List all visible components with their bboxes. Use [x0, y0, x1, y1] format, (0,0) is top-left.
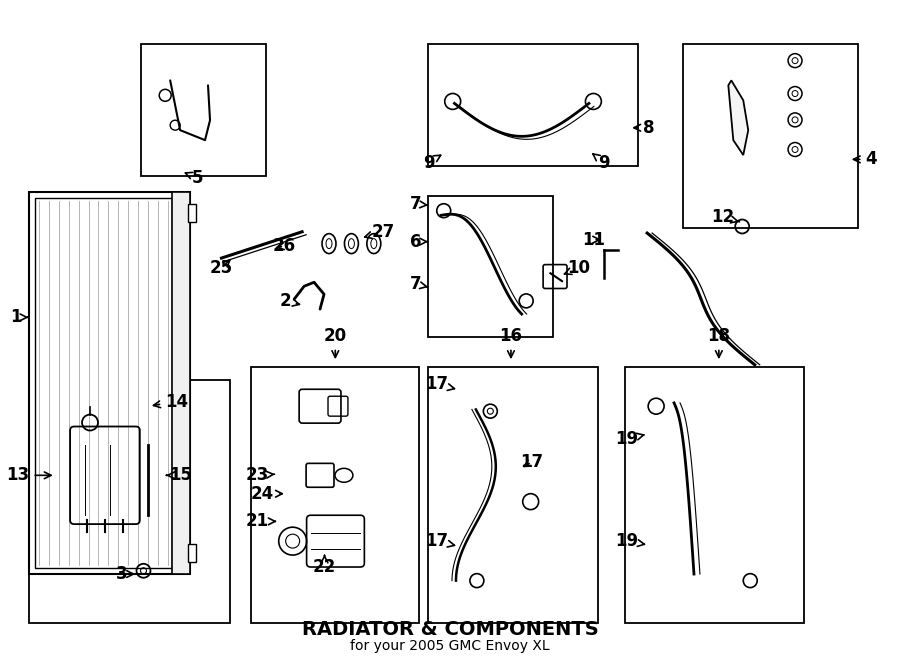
Text: 10: 10 [564, 259, 590, 277]
Bar [428, 44, 638, 166]
Text: 3: 3 [116, 565, 134, 583]
Text: 14: 14 [153, 393, 188, 410]
Text: 13: 13 [6, 466, 51, 485]
Polygon shape [728, 81, 748, 155]
Text: 6: 6 [410, 233, 428, 251]
Bar [29, 192, 190, 574]
Text: 19: 19 [615, 430, 644, 448]
Bar [29, 380, 230, 623]
Text: 17: 17 [425, 375, 454, 393]
Text: 20: 20 [324, 327, 346, 358]
Text: 19: 19 [615, 532, 644, 550]
Text: 7: 7 [410, 276, 428, 293]
Text: 25: 25 [210, 259, 233, 277]
Text: 16: 16 [500, 327, 522, 358]
Text: 24: 24 [251, 485, 283, 503]
Bar [625, 367, 804, 623]
Bar [428, 196, 554, 337]
Text: 17: 17 [520, 453, 543, 471]
Bar [428, 367, 598, 623]
Text: 12: 12 [711, 208, 740, 226]
Text: 15: 15 [166, 466, 193, 485]
Text: 17: 17 [425, 532, 454, 550]
Text: for your 2005 GMC Envoy XL: for your 2005 GMC Envoy XL [350, 639, 550, 654]
Bar [188, 204, 196, 222]
Bar [683, 44, 858, 229]
Text: 23: 23 [246, 466, 274, 485]
Text: 27: 27 [364, 223, 394, 241]
Text: 9: 9 [423, 153, 441, 172]
Bar [35, 198, 172, 568]
Text: 1: 1 [11, 308, 28, 327]
Text: 26: 26 [273, 237, 296, 255]
Text: 11: 11 [582, 231, 605, 249]
Text: 22: 22 [313, 555, 337, 576]
Text: 2: 2 [279, 292, 300, 310]
Text: 4: 4 [853, 150, 877, 169]
Bar [188, 544, 196, 562]
Text: 5: 5 [185, 169, 203, 187]
Bar [251, 367, 418, 623]
Text: 8: 8 [634, 119, 654, 137]
Bar [172, 192, 190, 574]
Text: 7: 7 [410, 195, 428, 213]
Bar [140, 44, 266, 176]
Text: RADIATOR & COMPONENTS: RADIATOR & COMPONENTS [302, 621, 598, 639]
Text: 9: 9 [593, 153, 610, 172]
Text: 21: 21 [246, 512, 275, 530]
Text: 18: 18 [707, 327, 731, 358]
